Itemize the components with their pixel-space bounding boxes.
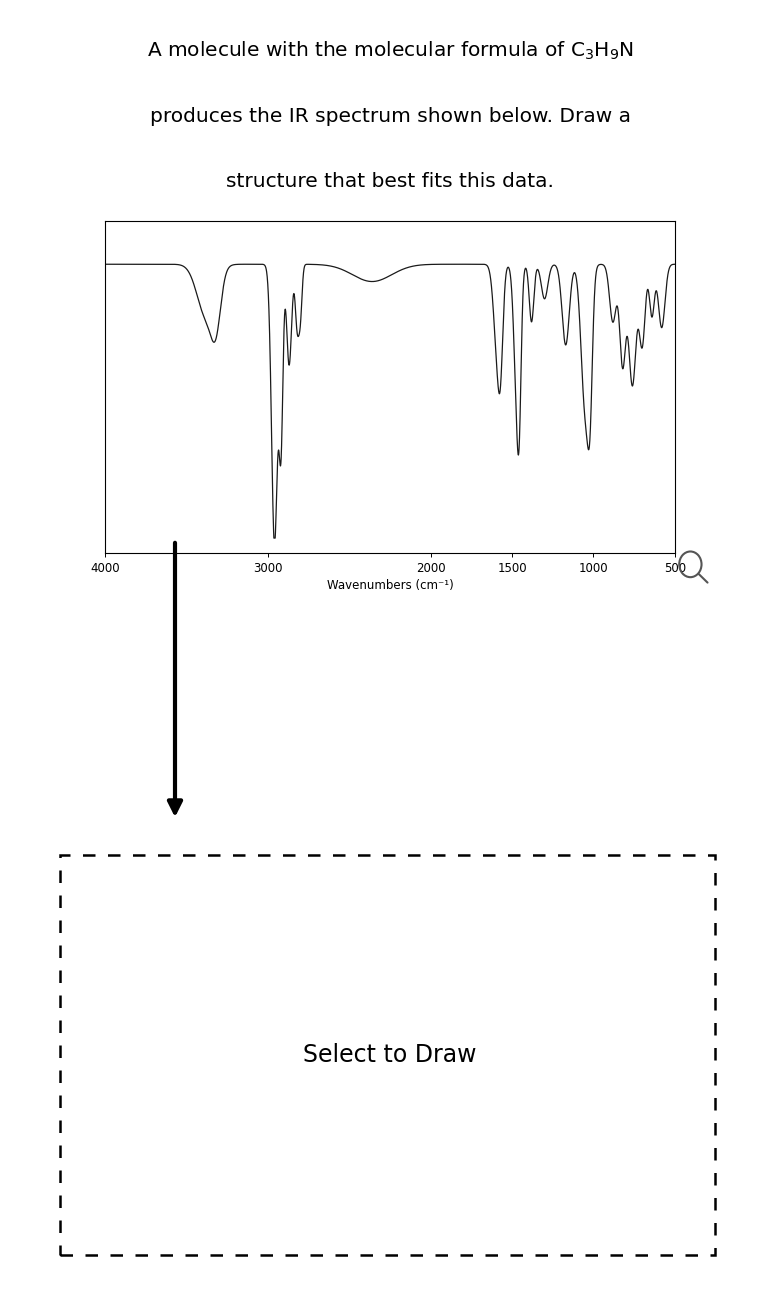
Text: Select to Draw: Select to Draw [303, 1043, 477, 1067]
Text: structure that best fits this data.: structure that best fits this data. [226, 172, 554, 191]
Text: A molecule with the molecular formula of $\mathregular{C_3H_9N}$: A molecule with the molecular formula of… [147, 39, 633, 61]
X-axis label: Wavenumbers (cm⁻¹): Wavenumbers (cm⁻¹) [327, 578, 453, 592]
FancyArrowPatch shape [169, 543, 181, 812]
Text: produces the IR spectrum shown below. Draw a: produces the IR spectrum shown below. Dr… [150, 108, 630, 126]
